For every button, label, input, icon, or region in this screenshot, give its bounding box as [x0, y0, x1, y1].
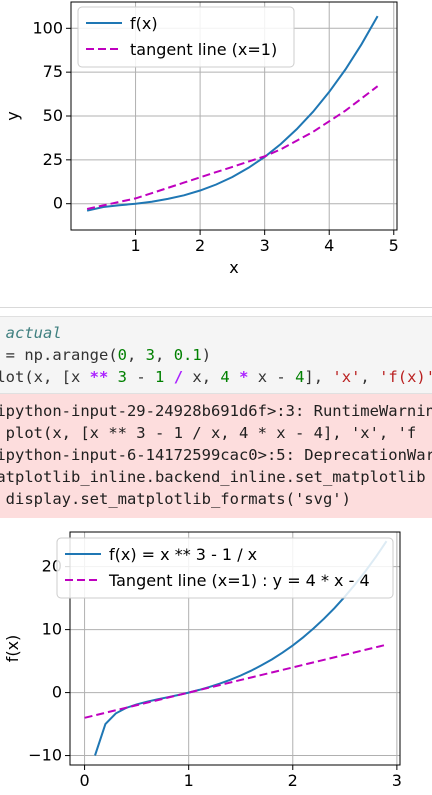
y-tick-label: −10 [28, 746, 62, 765]
y-tick-label: 25 [43, 150, 63, 169]
series-line [86, 85, 379, 210]
x-tick-label: 2 [288, 771, 298, 790]
x-tick-label: 1 [130, 236, 140, 255]
x-tick-label: 0 [79, 771, 89, 790]
code-line: plot(x, [x ** 3 - 1 / x, 4 * x - 4], 'x'… [0, 368, 432, 386]
y-tick-label: 0 [52, 683, 62, 702]
y-tick-label: 50 [43, 106, 63, 125]
y-tick-label: 100 [32, 18, 63, 37]
x-tick-label: 3 [260, 236, 270, 255]
stderr-output: <ipython-input-29-24928b691d6f>:3: Runti… [0, 394, 432, 518]
legend-label: tangent line (x=1) [130, 40, 277, 59]
y-axis-label: f(x) [3, 635, 22, 663]
legend-label: Tangent line (x=1) : y = 4 * x - 4 [108, 571, 370, 590]
stderr-line: plot(x, [x ** 3 - 1 / x, 4 * x - 4], 'x'… [0, 424, 417, 442]
code-line: x = np.arange(0, 3, 0.1) [0, 346, 212, 364]
legend-label: f(x) [130, 14, 158, 33]
legend-box [56, 537, 394, 599]
plot-frame [69, 531, 401, 766]
series-line [86, 15, 379, 212]
cell-separator [0, 307, 432, 308]
stderr-line: <ipython-input-29-24928b691d6f>:3: Runti… [0, 402, 432, 420]
code-line: # actual [5, 324, 62, 342]
legend-box [77, 6, 295, 68]
stderr-line: matplotlib_inline.backend_inline.set_mat… [0, 468, 426, 486]
x-tick-label: 5 [389, 236, 399, 255]
legend-label: f(x) = x ** 3 - 1 / x [109, 545, 257, 564]
y-tick-label: 0 [53, 194, 63, 213]
code-cell[interactable]: # actual x = np.arange(0, 3, 0.1) plot(x… [0, 316, 432, 394]
x-tick-label: 1 [184, 771, 194, 790]
y-tick-label: 75 [43, 62, 63, 81]
x-axis-label: x [229, 258, 238, 277]
stderr-line: <ipython-input-6-14172599cac0>:5: Deprec… [0, 446, 432, 464]
x-tick-label: 3 [392, 771, 402, 790]
x-tick-label: 2 [195, 236, 205, 255]
y-axis-label: y [3, 111, 22, 120]
stderr-line: display.set_matplotlib_formats('svg') [0, 490, 351, 508]
y-tick-label: 10 [42, 620, 62, 639]
series-line [84, 643, 387, 719]
x-tick-label: 4 [324, 236, 334, 255]
